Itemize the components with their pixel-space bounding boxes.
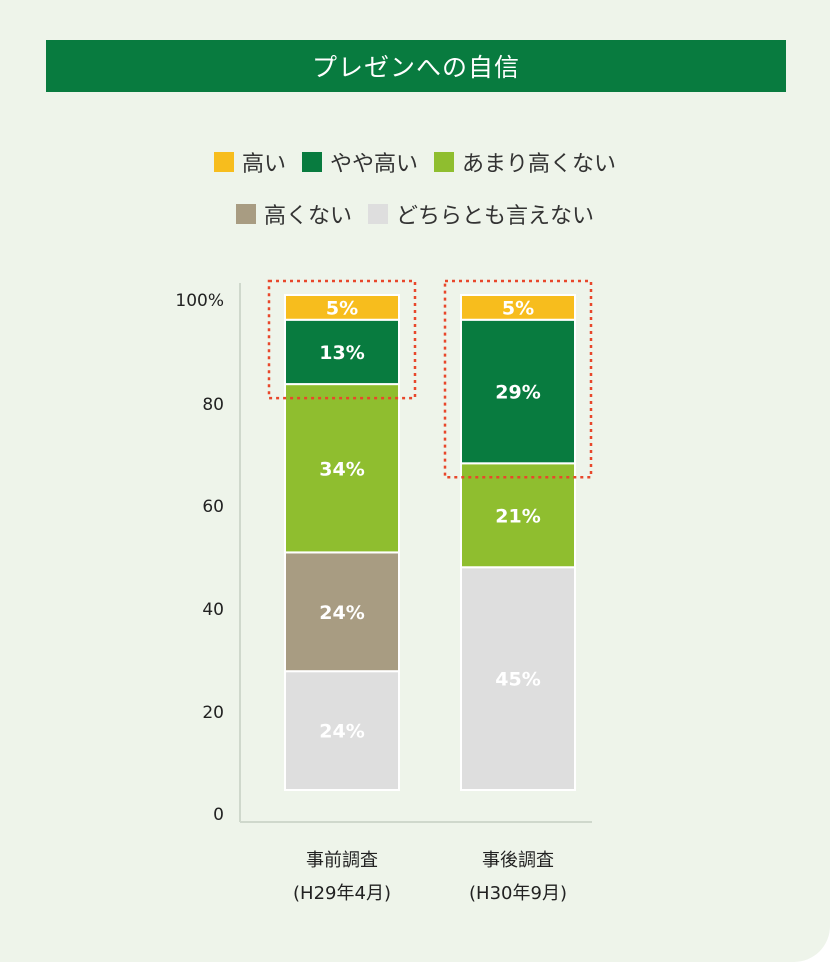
legend-item-neutral: どちらとも言えない [368,198,594,230]
legend-label: やや高い [329,152,418,177]
legend-row-2: 高くない どちらとも言えない [0,198,830,230]
chart-title: プレゼンへの自信 [46,40,786,92]
legend-item-not-high: 高くない [235,198,352,230]
x-category-label: 事後調査 [482,850,554,871]
legend-row-1: 高い やや高い あまり高くない [0,146,830,178]
legend-swatch-neutral [368,204,388,224]
bar-data-label: 21% [495,505,540,527]
y-tick-label: 80 [202,395,224,415]
bar-data-label: 29% [495,382,540,404]
y-tick-label: 100% [175,291,224,311]
legend-label: 高くない [263,204,352,229]
legend-label: 高い [241,152,286,177]
highlight-box [267,279,417,400]
bar-segment [284,383,400,554]
bar-segment [284,294,400,321]
legend-swatch-not-high [235,204,256,224]
bar-segment [460,318,576,465]
legend-item-high: 高い [213,146,286,178]
bar-segment [284,551,400,673]
bar-data-label: 5% [326,297,358,319]
y-tick-label: 60 [202,497,224,517]
bar-segment [284,670,400,792]
bar-data-label: 45% [495,669,540,691]
y-tick-label: 0 [213,805,224,825]
legend-item-somewhat-high: やや高い [301,146,418,178]
x-category-label: 事前調査 [306,850,378,871]
bar-segment [460,294,576,321]
x-category-sublabel: (H29年4月) [293,883,391,904]
y-tick-label: 20 [202,703,224,723]
bar-segment [460,566,576,791]
bar-data-label: 34% [319,458,364,480]
legend-label: あまり高くない [462,152,617,177]
bar-segment [460,462,576,569]
x-category-sublabel: (H30年9月) [469,883,567,904]
highlight-box [443,279,593,479]
bar-segment [284,318,400,386]
y-tick-label: 40 [202,600,224,620]
legend-item-not-very-high: あまり高くない [434,146,616,178]
legend-swatch-not-very-high [434,152,454,172]
bar-data-label: 24% [319,721,364,743]
legend-swatch-somewhat-high [301,152,322,172]
bar-data-label: 24% [319,602,364,624]
bar-data-label: 5% [502,297,534,319]
legend-swatch-high [213,152,234,172]
legend-label: どちらとも言えない [396,204,595,229]
bar-data-label: 13% [319,342,364,364]
